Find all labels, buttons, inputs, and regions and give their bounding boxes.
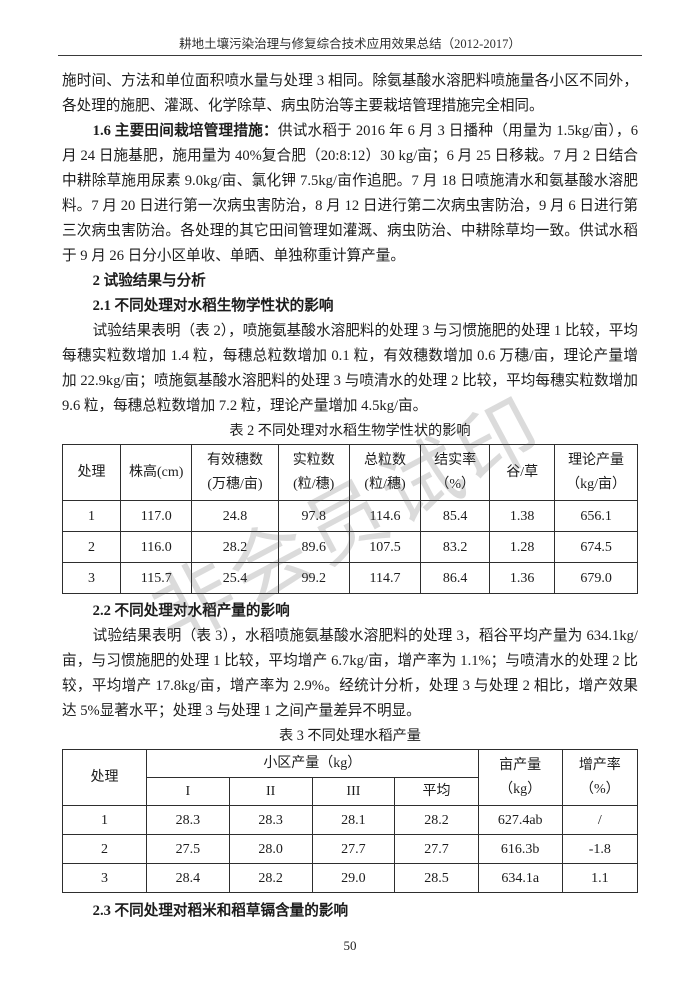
table-2-header-cell: 处理 — [61, 444, 122, 501]
table-2-cell: 1.36 — [489, 562, 556, 594]
table-row: 2 116.0 28.2 89.6 107.5 83.2 1.28 674.5 — [61, 531, 638, 563]
table-3-header-cell: 增产率（%） — [561, 749, 639, 806]
table-3-subheader-cell: I — [145, 777, 230, 806]
paragraph-2-2: 试验结果表明（表 3），水稻喷施氨基酸水溶肥料的处理 3，稻谷平均产量为 634… — [62, 628, 638, 719]
table-2-cell: 107.5 — [348, 531, 422, 563]
table-3-cell: 2 — [62, 834, 147, 864]
table-2-header-cell: 理论产量 （kg/亩） — [554, 444, 638, 501]
table-2-cell: 99.2 — [277, 562, 350, 594]
table-2-cell: 1.38 — [489, 500, 556, 532]
section-1-6-lead: 1.6 主要田间栽培管理措施： — [92, 123, 278, 139]
table-3-cell: 28.1 — [311, 805, 396, 835]
table-3-cell: 28.0 — [228, 834, 313, 864]
table-2-header-cell: 结实率 （%） — [420, 444, 491, 501]
table-3-cell: 634.1a — [477, 863, 563, 893]
table-2: 处理 株高(cm) 有效穗数 (万穗/亩) 实粒数 (粒/穗) 总粒数 (粒/穗… — [61, 444, 638, 594]
paragraph-continuation: 施时间、方法和单位面积喷水量与处理 3 相同。除氨基酸水溶肥料喷施量各小区不同外… — [62, 73, 638, 114]
table-2-cell: 679.0 — [554, 562, 638, 594]
table-2-header-cell: 株高(cm) — [120, 444, 193, 501]
table-2-header-cell: 总粒数 (粒/穗) — [348, 444, 422, 501]
table-2-cell: 89.6 — [277, 531, 350, 563]
page-header-title: 耕地土壤污染治理与修复综合技术应用效果总结（2012-2017） — [58, 0, 642, 56]
table-3-cell: 1.1 — [561, 863, 639, 893]
section-1-6-text: 供试水稻于 2016 年 6 月 3 日播种（用量为 1.5kg/亩），6 月 … — [62, 123, 638, 264]
table-3-subheader-cell: 平均 — [394, 777, 479, 806]
table-3-cell: 3 — [62, 863, 147, 893]
table-3-cell: 28.4 — [145, 863, 230, 893]
page-content: 施时间、方法和单位面积喷水量与处理 3 相同。除氨基酸水溶肥料喷施量各小区不同外… — [61, 69, 639, 924]
table-3-cell: 1 — [62, 805, 147, 835]
table-2-cell: 2 — [61, 531, 122, 563]
table-3-header-cell: 处理 — [62, 749, 147, 806]
table-2-caption: 表 2 不同处理对水稻生物学性状的影响 — [229, 423, 471, 439]
section-heading-2: 2 试验结果与分析 — [92, 273, 206, 289]
table-2-header-cell: 谷/草 — [489, 444, 556, 501]
section-heading-2-3: 2.3 不同处理对稻米和稻草镉含量的影响 — [92, 903, 349, 919]
table-3-cell: 28.2 — [228, 863, 313, 893]
table-2-header-cell: 实粒数 (粒/穗) — [277, 444, 350, 501]
table-2-cell: 116.0 — [120, 531, 193, 563]
table-row: 3 28.4 28.2 29.0 28.5 634.1a 1.1 — [62, 863, 639, 893]
table-2-cell: 115.7 — [120, 562, 193, 594]
table-2-cell: 3 — [61, 562, 122, 594]
table-row: 1 117.0 24.8 97.8 114.6 85.4 1.38 656.1 — [61, 500, 638, 532]
table-2-header-row: 处理 株高(cm) 有效穗数 (万穗/亩) 实粒数 (粒/穗) 总粒数 (粒/穗… — [61, 444, 638, 501]
paragraph-2-1: 试验结果表明（表 2），喷施氨基酸水溶肥料的处理 3 与习惯施肥的处理 1 比较… — [62, 323, 638, 414]
table-3-cell: 28.2 — [394, 805, 479, 835]
table-3-cell: 28.5 — [394, 863, 479, 893]
table-2-cell: 114.6 — [348, 500, 422, 532]
table-3-cell: 27.5 — [145, 834, 230, 864]
table-2-cell: 117.0 — [120, 500, 193, 532]
table-3-header-cell: 亩产量 （kg） — [477, 749, 563, 806]
table-3-subheader-cell: III — [311, 777, 396, 806]
table-2-cell: 83.2 — [420, 531, 491, 563]
table-2-cell: 1.28 — [489, 531, 556, 563]
table-2-cell: 1 — [61, 500, 122, 532]
table-3-cell: 28.3 — [228, 805, 313, 835]
table-row: 2 27.5 28.0 27.7 27.7 616.3b -1.8 — [62, 834, 639, 864]
table-3: 处理 小区产量（kg） 亩产量 （kg） 增产率（%） I II III 平均 … — [62, 749, 639, 893]
table-row: 1 28.3 28.3 28.1 28.2 627.4ab / — [62, 805, 639, 835]
table-row: 3 115.7 25.4 99.2 114.7 86.4 1.36 679.0 — [61, 562, 638, 594]
table-3-cell: 28.3 — [145, 805, 230, 835]
section-heading-2-1: 2.1 不同处理对水稻生物学性状的影响 — [92, 298, 334, 314]
table-3-group-header: 小区产量（kg） — [145, 749, 479, 778]
table-3-cell: 616.3b — [477, 834, 563, 864]
table-2-cell: 114.7 — [348, 562, 422, 594]
table-2-cell: 656.1 — [554, 500, 638, 532]
table-3-cell: / — [561, 805, 639, 835]
table-2-cell: 86.4 — [420, 562, 491, 594]
table-3-caption: 表 3 不同处理水稻产量 — [279, 728, 421, 744]
table-3-cell: 29.0 — [311, 863, 396, 893]
table-3-cell: -1.8 — [561, 834, 639, 864]
table-3-header-row: 处理 小区产量（kg） 亩产量 （kg） 增产率（%） — [62, 749, 639, 806]
page-number: 50 — [343, 938, 357, 953]
table-2-cell: 85.4 — [420, 500, 491, 532]
table-2-cell: 24.8 — [191, 500, 279, 532]
table-2-header-cell: 有效穗数 (万穗/亩) — [191, 444, 279, 501]
table-3-subheader-cell: II — [228, 777, 313, 806]
table-3-cell: 627.4ab — [477, 805, 563, 835]
table-2-cell: 97.8 — [277, 500, 350, 532]
table-3-cell: 27.7 — [394, 834, 479, 864]
paragraph-section-1-6: 1.6 主要田间栽培管理措施：供试水稻于 2016 年 6 月 3 日播种（用量… — [62, 119, 638, 269]
table-2-cell: 674.5 — [554, 531, 638, 563]
table-3-cell: 27.7 — [311, 834, 396, 864]
table-2-cell: 25.4 — [191, 562, 279, 594]
table-2-cell: 28.2 — [191, 531, 279, 563]
section-heading-2-2: 2.2 不同处理对水稻产量的影响 — [92, 603, 290, 619]
